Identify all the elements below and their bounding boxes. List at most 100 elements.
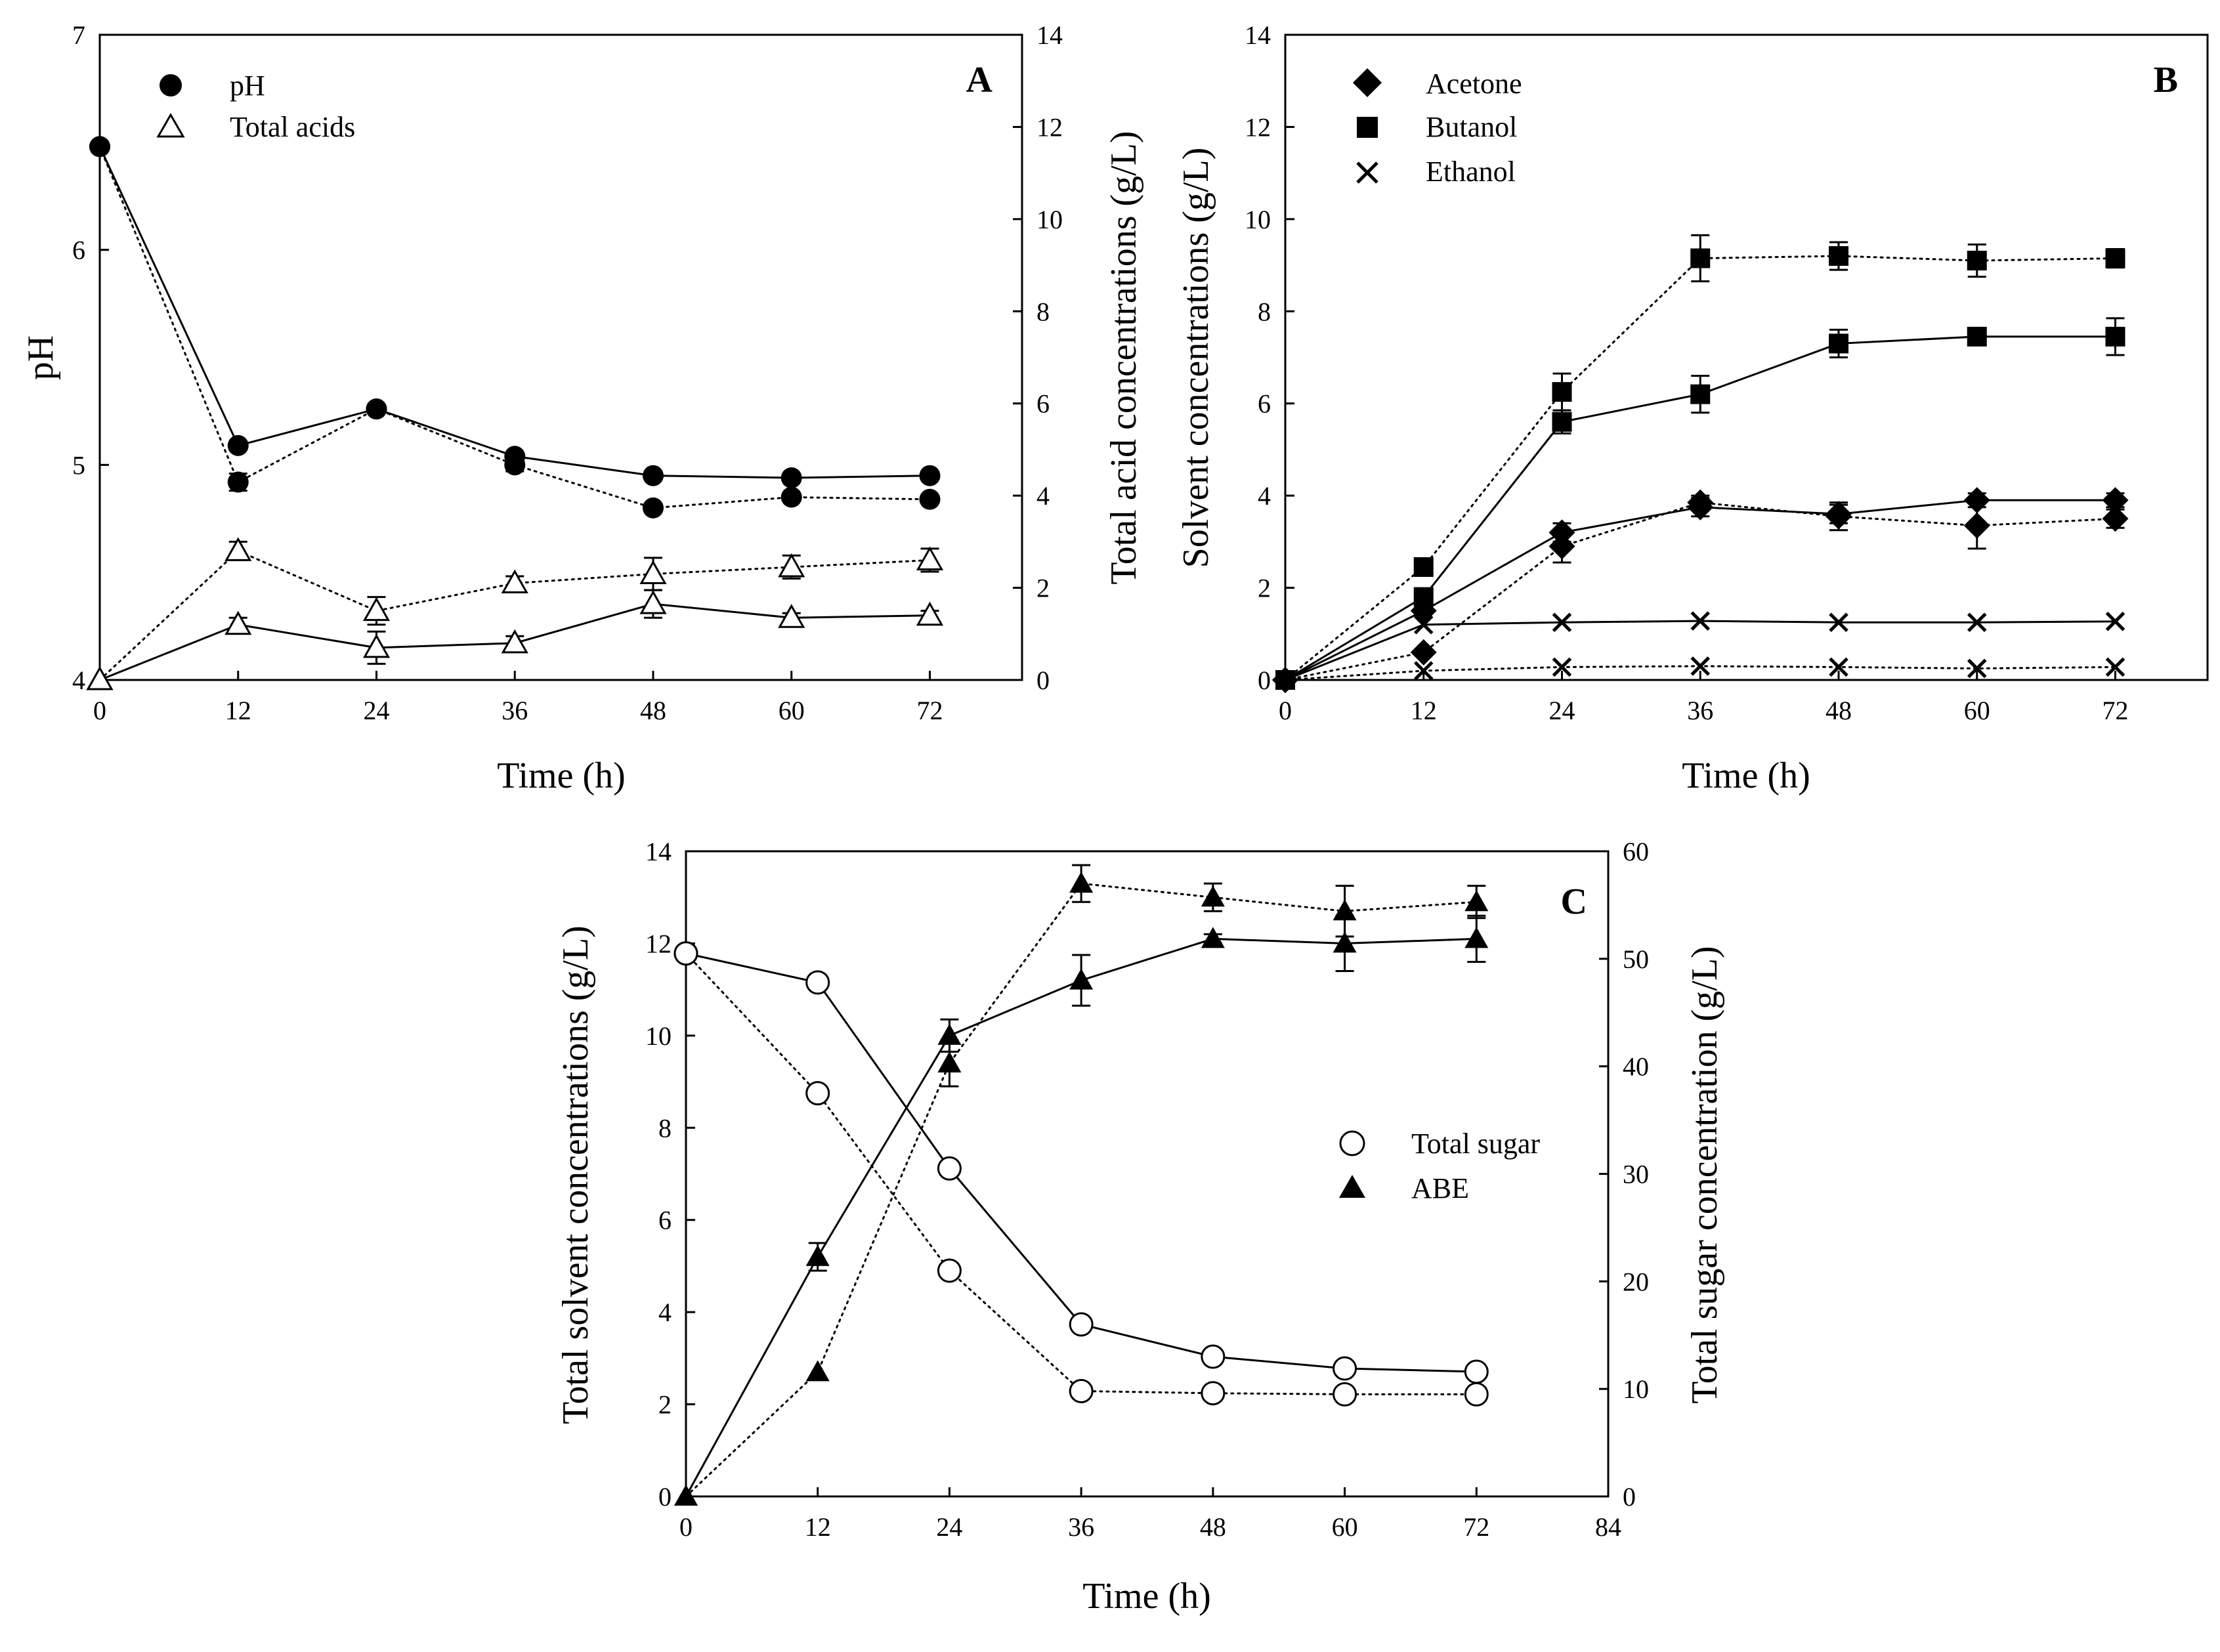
data-point-ethanol	[1690, 611, 1711, 631]
legend: pH Total acids	[156, 70, 355, 143]
data-point-total-acids	[362, 597, 391, 622]
panel-c: C Time (h) Total solvent concentrations …	[555, 837, 1725, 1617]
data-point-butanol	[1552, 382, 1572, 402]
x-tick-label: 72	[1463, 1512, 1489, 1542]
data-point-ph	[643, 465, 664, 486]
data-point-ethanol	[1690, 656, 1711, 676]
data-point-total-acids	[778, 604, 805, 628]
data-point-acetone	[1410, 639, 1437, 666]
x-tick-label: 48	[1825, 696, 1852, 725]
legend-marker-acetone	[1353, 68, 1382, 97]
data-point-ph	[227, 471, 249, 493]
y-tick-label: 4	[1258, 481, 1271, 511]
y-tick-label: 14	[645, 837, 672, 866]
x-tick-label: 72	[2103, 696, 2129, 725]
y-tick-label: 6	[658, 1206, 672, 1235]
data-point-total-acids	[501, 629, 528, 654]
data-point-total-acids	[639, 560, 667, 585]
legend-label-total-sugar: Total sugar	[1411, 1128, 1540, 1160]
data-point-abe	[1069, 968, 1094, 990]
data-point-ethanol	[1552, 612, 1572, 632]
x-axis-label: Time (h)	[1082, 1576, 1211, 1617]
x-tick-label: 60	[1332, 1512, 1358, 1542]
legend-marker-abe	[1339, 1175, 1365, 1198]
legend-label-butanol: Butanol	[1426, 111, 1517, 143]
panel-label: C	[1561, 881, 1587, 922]
data-point-butanol	[1413, 557, 1434, 577]
data-point-ph	[919, 465, 941, 486]
data-point-total-sugar	[805, 970, 830, 995]
data-point-butanol	[1829, 246, 1848, 266]
y-tick-label: 8	[658, 1113, 672, 1143]
data-point-abe	[1464, 927, 1489, 948]
x-tick-label: 24	[364, 696, 390, 725]
data-point-butanol	[1413, 587, 1434, 607]
x-tick-label: 24	[1549, 696, 1575, 725]
y-tick-label: 2	[658, 1390, 672, 1420]
y-tick-label: 6	[72, 236, 85, 265]
data-point-ph	[89, 136, 110, 158]
panel-a: A Time (h) pH Total acid concentrations …	[20, 20, 1144, 796]
data-point-butanol	[1690, 248, 1711, 268]
data-point-acetone	[2102, 505, 2129, 532]
y-right-tick-label: 30	[1623, 1160, 1649, 1189]
x-tick-label: 12	[805, 1512, 831, 1542]
y-right-tick-label: 0	[1623, 1482, 1636, 1512]
data-point-abe	[805, 1244, 830, 1266]
data-point-total-acids	[916, 601, 944, 626]
data-point-total-sugar	[673, 941, 698, 966]
data-point-total-acids	[86, 666, 114, 690]
data-point-total-acids	[362, 633, 391, 658]
legend-label-acetone: Acetone	[1426, 68, 1522, 100]
data-point-butanol	[1690, 384, 1711, 404]
y-right-tick-label: 10	[1036, 205, 1063, 234]
y-axis-label-right: Total sugar concentration (g/L)	[1684, 946, 1725, 1403]
legend-label-ph: pH	[230, 70, 265, 102]
y-tick-label: 0	[1258, 666, 1271, 695]
x-tick-label: 36	[1068, 1512, 1094, 1542]
data-point-total-sugar	[1333, 1356, 1357, 1381]
y-right-tick-label: 40	[1623, 1052, 1649, 1082]
data-point-total-sugar	[1333, 1382, 1357, 1407]
y-tick-label: 4	[658, 1298, 672, 1327]
y-tick-label: 0	[658, 1482, 672, 1512]
data-point-ethanol	[1829, 657, 1848, 677]
data-point-total-sugar	[1464, 1382, 1489, 1407]
legend-marker-ethanol	[1356, 161, 1378, 184]
y-axis-label: pH	[20, 335, 61, 380]
y-tick-label: 5	[72, 450, 85, 480]
y-tick-label: 12	[1245, 112, 1271, 142]
x-tick-label: 48	[640, 696, 666, 725]
y-right-tick-label: 20	[1623, 1267, 1649, 1296]
legend-marker-total-acids	[156, 112, 185, 138]
data-point-ethanol	[2105, 612, 2125, 631]
legend-label-total-acids: Total acids	[230, 111, 355, 143]
y-right-tick-label: 60	[1623, 837, 1649, 866]
x-tick-label: 24	[936, 1512, 962, 1542]
x-tick-label: 84	[1595, 1512, 1621, 1542]
x-tick-label: 36	[502, 696, 528, 725]
y-axis-label: Total solvent concentrations (g/L)	[555, 925, 596, 1424]
data-point-total-sugar	[1201, 1381, 1226, 1406]
data-point-butanol	[1967, 251, 1987, 271]
y-right-tick-label: 4	[1036, 481, 1050, 511]
y-right-tick-label: 2	[1036, 574, 1050, 603]
data-point-total-sugar	[1069, 1378, 1094, 1403]
data-point-acetone	[2102, 487, 2129, 514]
data-point-acetone	[1963, 512, 1990, 539]
y-tick-label: 12	[645, 929, 672, 958]
data-point-ph	[227, 434, 249, 456]
x-tick-label: 0	[93, 696, 106, 725]
y-right-tick-label: 12	[1036, 112, 1063, 142]
data-point-ethanol	[2105, 657, 2125, 677]
x-tick-label: 60	[779, 696, 805, 725]
data-point-butanol	[1967, 326, 1987, 347]
legend-marker-butanol	[1357, 117, 1378, 138]
plot-frame	[1284, 33, 2209, 681]
x-tick-label: 36	[1687, 696, 1713, 725]
x-tick-label: 12	[1411, 696, 1437, 725]
data-point-butanol	[1829, 333, 1848, 354]
data-point-total-acids	[224, 537, 252, 561]
data-point-ph	[780, 467, 802, 488]
